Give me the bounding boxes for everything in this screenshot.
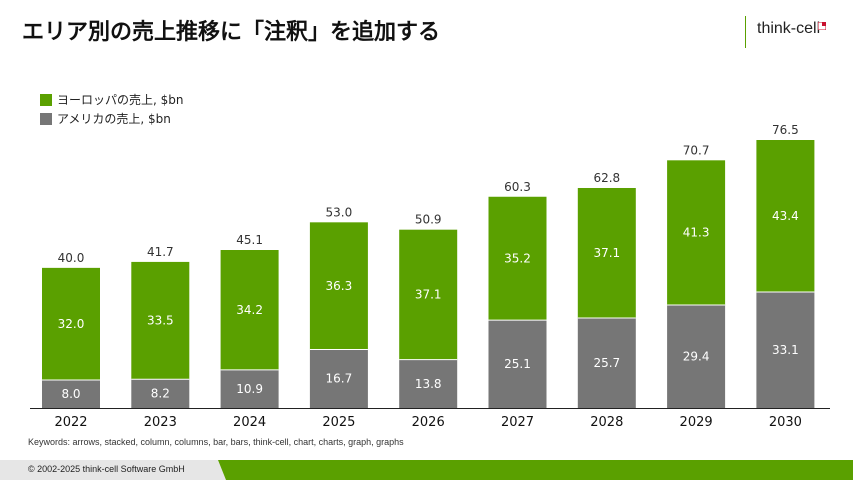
logo-mark-icon: [818, 22, 826, 30]
bar-america-2028: [577, 317, 636, 408]
data-label-america-2025: 16.7: [326, 372, 353, 386]
data-label-europe-2022: 32.0: [58, 317, 85, 331]
bar-america-2024: [220, 369, 279, 408]
x-tick-label-2022: 2022: [54, 415, 87, 430]
data-label-europe-2023: 33.5: [147, 314, 174, 328]
bar-europe-2024: [220, 250, 279, 370]
bar-america-2027: [488, 320, 547, 408]
data-label-europe-2029: 41.3: [683, 226, 710, 240]
data-label-total-2024: 45.1: [236, 233, 263, 247]
data-label-total-2026: 50.9: [415, 213, 442, 227]
legend-swatch-america: [40, 112, 52, 125]
data-label-europe-2027: 35.2: [504, 251, 531, 265]
bar-europe-2028: [577, 187, 636, 318]
bar-america-2030: [756, 292, 815, 408]
legend-swatch-europe: [40, 93, 52, 106]
bar-america-2022: [42, 379, 100, 408]
think-cell-logo: think-cell: [757, 20, 821, 37]
data-label-europe-2030: 43.4: [772, 209, 799, 223]
x-tick-label-2025: 2025: [322, 415, 355, 430]
legend-item-europe: ヨーロッパの売上, $bn: [40, 90, 184, 109]
data-label-total-2025: 53.0: [326, 205, 353, 219]
x-tick-label-2029: 2029: [680, 415, 713, 430]
copyright-text: © 2002-2025 think-cell Software GmbH: [28, 464, 185, 474]
data-label-america-2023: 8.2: [151, 387, 170, 401]
bar-europe-2029: [667, 160, 726, 306]
data-label-europe-2028: 37.1: [593, 246, 620, 260]
data-label-total-2028: 62.8: [593, 171, 620, 185]
footer-band: [0, 460, 853, 480]
data-label-total-2022: 40.0: [58, 251, 85, 265]
x-tick-label-2026: 2026: [412, 415, 445, 430]
data-label-total-2023: 41.7: [147, 245, 174, 259]
bar-europe-2026: [399, 229, 458, 360]
logo-divider: [745, 16, 746, 48]
data-label-europe-2025: 36.3: [326, 279, 353, 293]
x-tick-label-2027: 2027: [501, 415, 534, 430]
x-tick-label-2030: 2030: [769, 415, 802, 430]
bar-europe-2027: [488, 196, 547, 321]
bar-europe-2022: [42, 267, 100, 380]
data-label-total-2030: 76.5: [772, 123, 799, 137]
legend-label-europe: ヨーロッパの売上, $bn: [57, 93, 184, 107]
x-tick-label-2024: 2024: [233, 415, 266, 430]
x-tick-label-2023: 2023: [144, 415, 177, 430]
data-label-america-2029: 29.4: [683, 350, 710, 364]
data-label-europe-2026: 37.1: [415, 288, 442, 302]
data-label-europe-2024: 34.2: [236, 303, 263, 317]
data-label-total-2027: 60.3: [504, 180, 531, 194]
data-label-total-2029: 70.7: [683, 143, 710, 157]
bar-america-2029: [667, 305, 726, 408]
bar-america-2026: [399, 359, 458, 408]
data-label-america-2022: 8.0: [61, 387, 80, 401]
page-title: エリア別の売上推移に「注釈」を追加する: [22, 20, 441, 45]
bar-europe-2030: [756, 140, 815, 293]
legend-label-america: アメリカの売上, $bn: [57, 112, 171, 126]
legend-item-america: アメリカの売上, $bn: [40, 109, 184, 128]
data-label-america-2027: 25.1: [504, 357, 531, 371]
data-label-america-2024: 10.9: [236, 382, 263, 396]
data-label-america-2028: 25.7: [593, 356, 620, 370]
chart-legend: ヨーロッパの売上, $bn アメリカの売上, $bn: [40, 90, 184, 128]
bar-europe-2023: [131, 261, 190, 380]
bar-america-2023: [131, 379, 190, 408]
bar-america-2025: [309, 349, 368, 408]
x-tick-label-2028: 2028: [590, 415, 623, 430]
keywords-text: Keywords: arrows, stacked, column, colum…: [28, 437, 404, 447]
data-label-america-2026: 13.8: [415, 377, 442, 391]
bar-europe-2025: [309, 222, 368, 350]
data-label-america-2030: 33.1: [772, 343, 799, 357]
